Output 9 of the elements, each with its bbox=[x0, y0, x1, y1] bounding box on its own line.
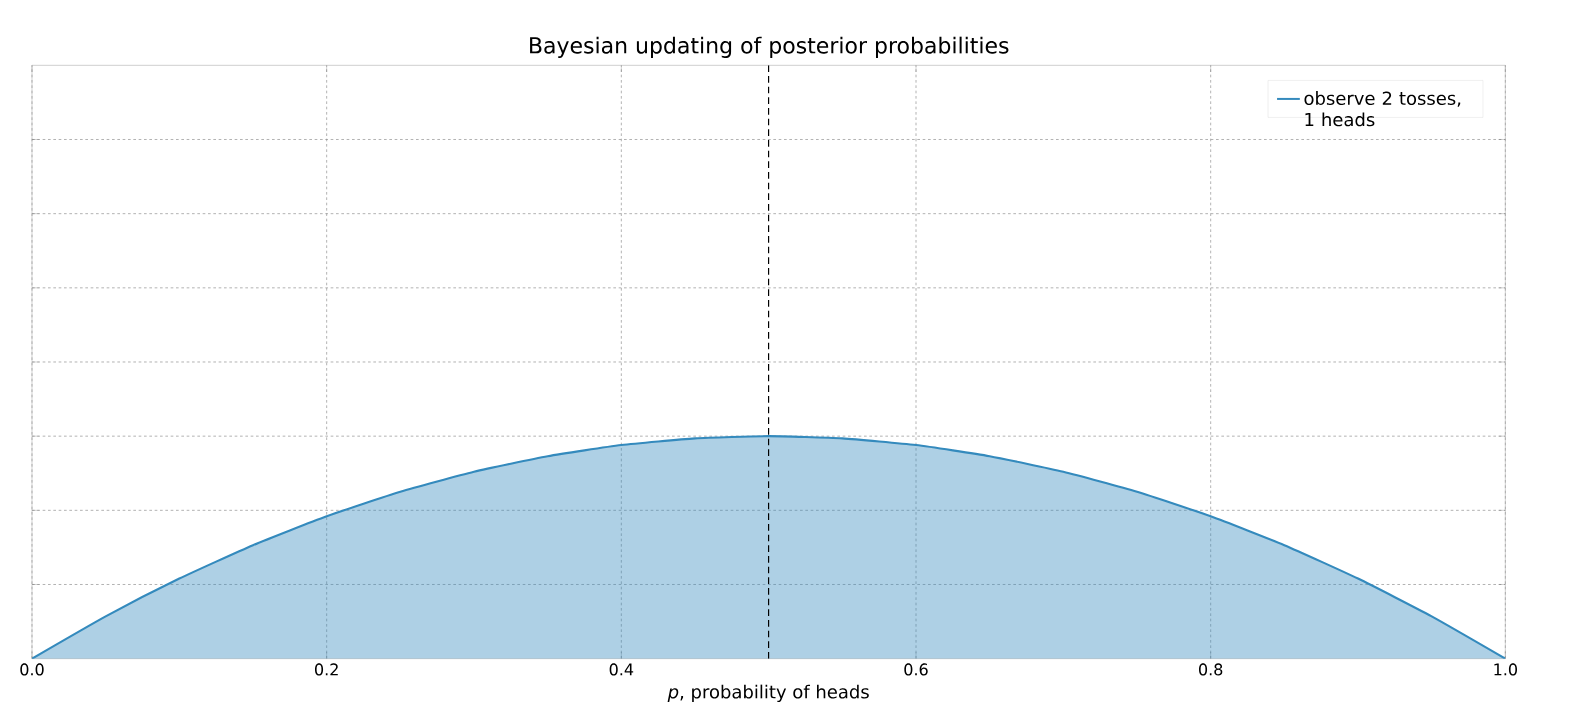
x-tick-label: 0.0 bbox=[20, 663, 44, 676]
x-tick-label: 1.0 bbox=[1494, 663, 1518, 676]
x-tick-label: 0.6 bbox=[904, 663, 928, 676]
legend-label: observe 2 tosses, 1 heads bbox=[1304, 91, 1461, 127]
chart-title: Bayesian updating of posterior probabilities bbox=[530, 36, 1009, 58]
x-tick-label: 0.8 bbox=[1199, 663, 1223, 676]
x-tick-label: 0.2 bbox=[314, 663, 338, 676]
x-tick-label: 0.4 bbox=[609, 663, 634, 676]
x-axis-title: p, probability of heads bbox=[667, 684, 869, 703]
